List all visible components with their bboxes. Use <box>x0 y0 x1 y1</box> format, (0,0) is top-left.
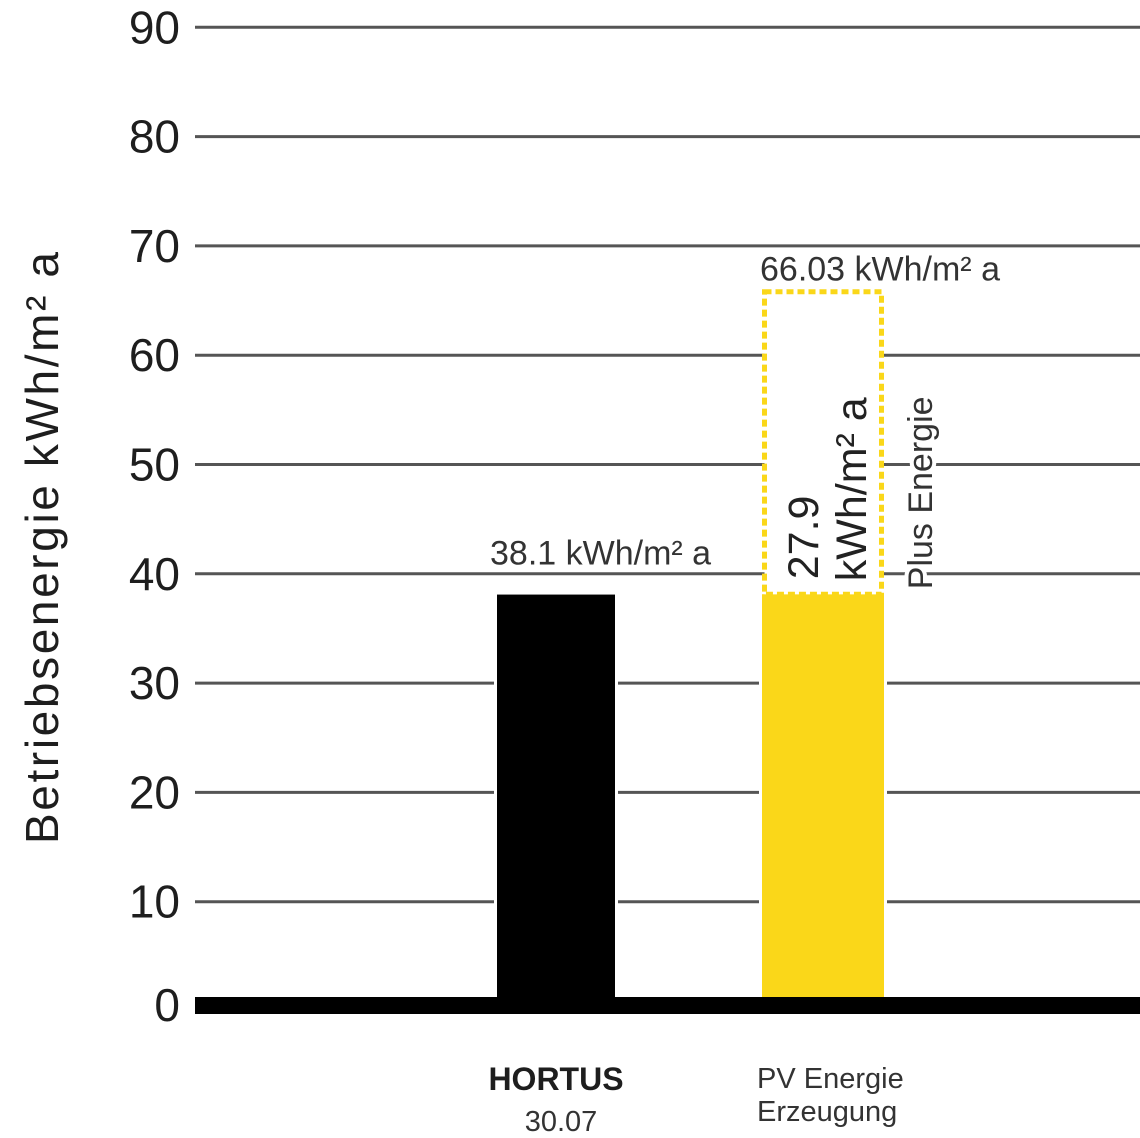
y-tick-label: 20 <box>129 766 180 818</box>
y-tick-label: 0 <box>154 979 180 1031</box>
y-tick-label: 80 <box>129 111 180 163</box>
bar-pv: 66.03 kWh/m² a 27.9 kWh/m² a Plus Energi… <box>759 250 1000 1014</box>
y-tick-label: 30 <box>129 657 180 709</box>
y-tick-label: 10 <box>129 876 180 928</box>
x-label-hortus: HORTUS <box>488 1061 623 1097</box>
y-tick-label: 40 <box>129 548 180 600</box>
y-tick-label: 90 <box>129 1 180 53</box>
plus-unit-label: kWh/m² a <box>828 397 876 581</box>
bar-pv-fill <box>759 591 887 1014</box>
y-tick-label: 60 <box>129 329 180 381</box>
y-tick-labels: 0 10 20 30 40 50 60 70 80 90 <box>129 1 180 1031</box>
gridlines <box>195 25 1140 904</box>
y-axis-label: Betriebsenergie kWh/m² a <box>16 252 68 844</box>
x-sublabel-hortus: 30.07 <box>525 1106 598 1138</box>
x-axis-baseline <box>195 997 1140 1014</box>
plus-energie-label: Plus Energie <box>902 396 940 589</box>
x-label-pv-line2: Erzeugung <box>757 1096 897 1128</box>
plus-value-label: 27.9 <box>780 496 828 580</box>
y-tick-label: 70 <box>129 220 180 272</box>
x-label-pv-line1: PV Energie <box>757 1063 904 1095</box>
bar-hortus: 38.1 kWh/m² a <box>490 535 711 1015</box>
bar-hortus-fill <box>494 591 618 1015</box>
y-tick-label: 50 <box>129 439 180 491</box>
bar-pv-plus-outline <box>762 289 884 597</box>
bar-pv-value-label: 66.03 kWh/m² a <box>760 250 1000 288</box>
bar-hortus-value-label: 38.1 kWh/m² a <box>490 535 711 573</box>
